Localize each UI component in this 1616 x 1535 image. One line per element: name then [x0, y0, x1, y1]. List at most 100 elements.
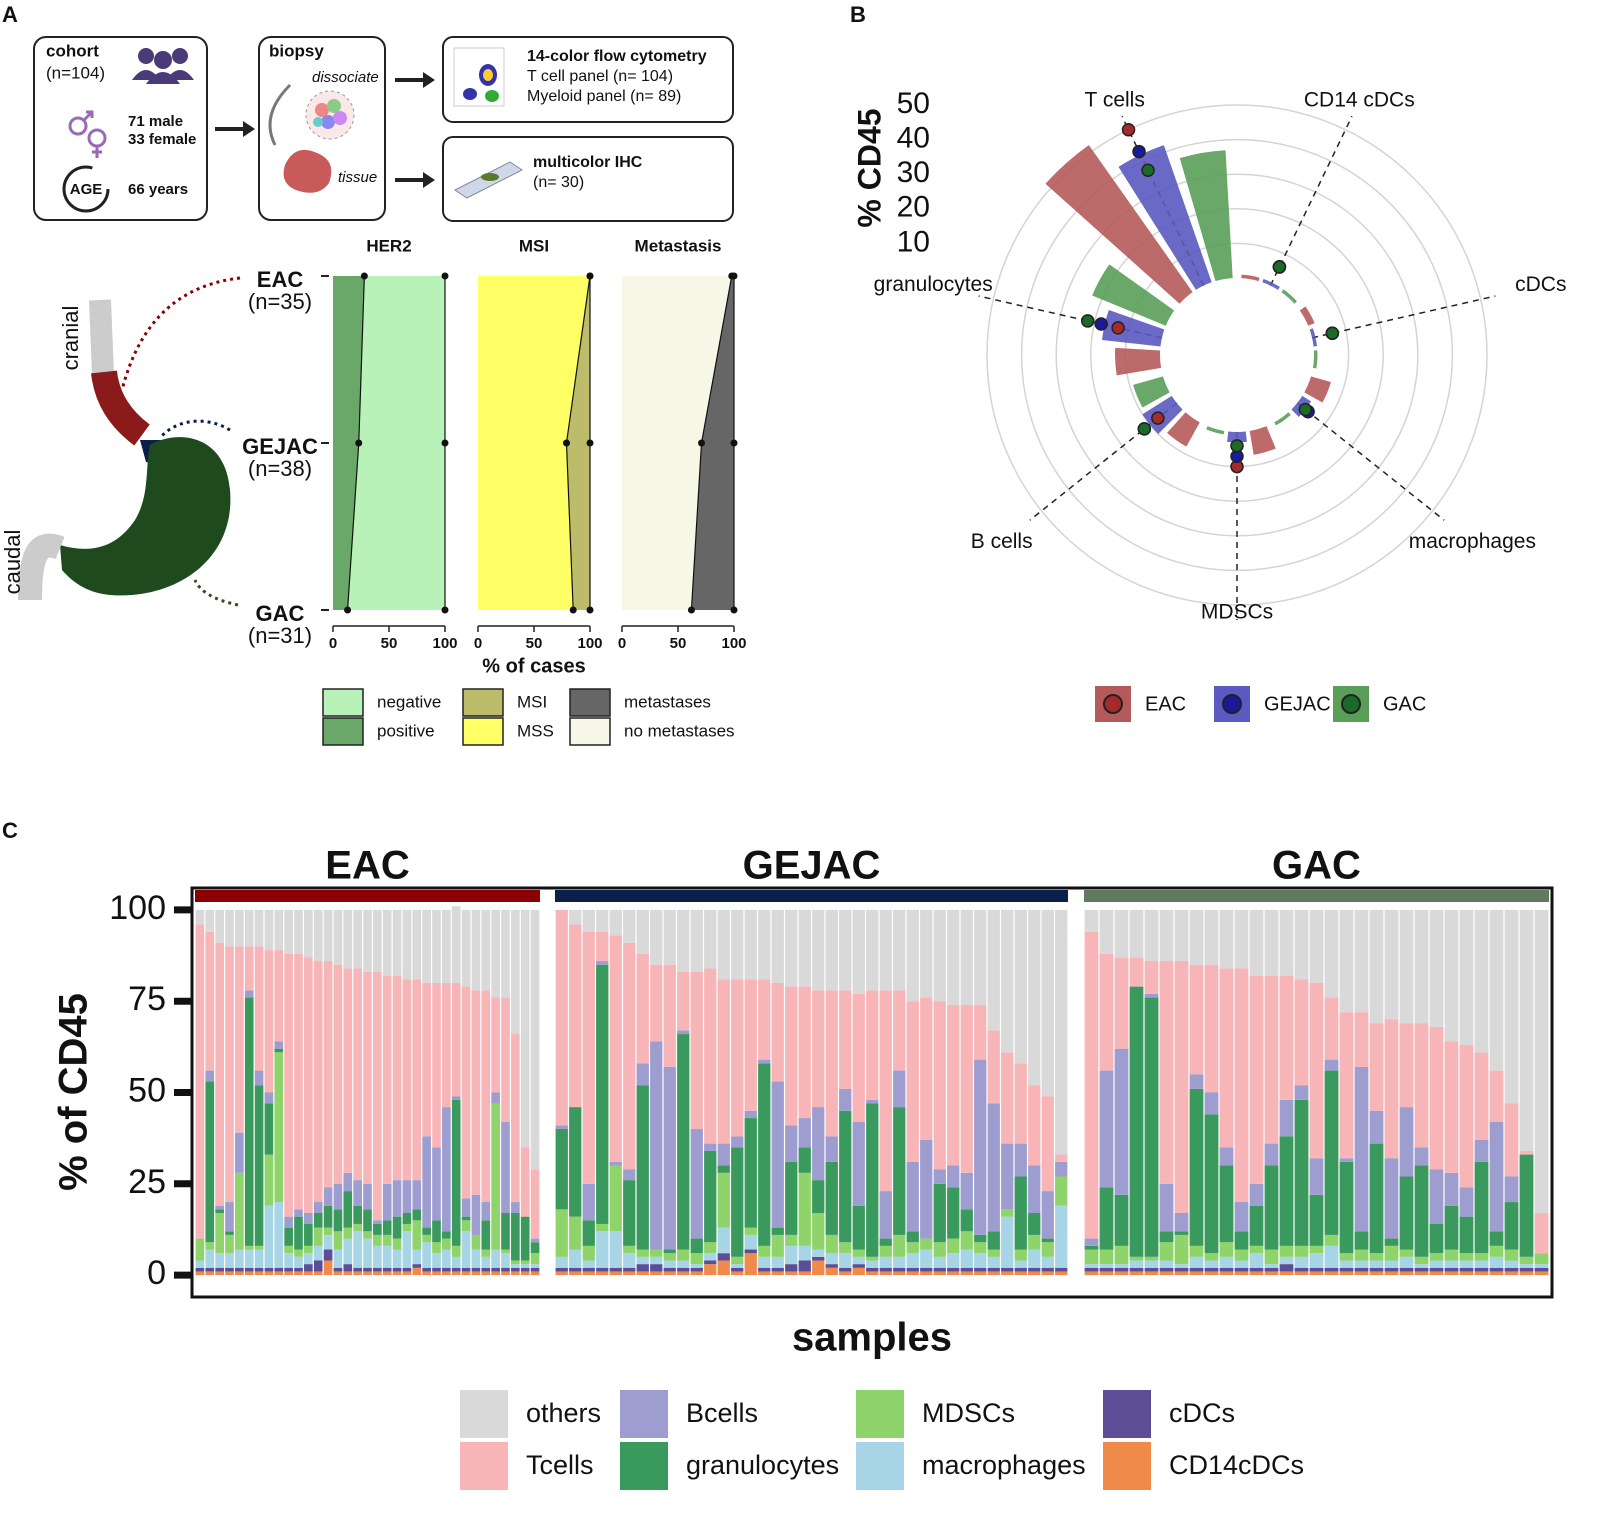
legend-label: no metastases	[624, 721, 735, 740]
bar-segment	[392, 975, 402, 1181]
cells	[313, 99, 347, 129]
legend-label: granulocytes	[686, 1450, 839, 1480]
bar-segment	[1114, 1048, 1129, 1195]
bar-segment	[744, 1234, 757, 1250]
bar-segment	[947, 1271, 960, 1276]
bar-segment	[451, 1256, 461, 1268]
bar-segment	[690, 1253, 703, 1265]
bar-segment	[731, 1267, 744, 1272]
point	[730, 272, 738, 280]
bar-segment	[363, 909, 372, 972]
point	[569, 606, 577, 614]
bar-segment	[623, 1180, 636, 1246]
legend-swatch	[620, 1442, 668, 1490]
bar-segment	[530, 1271, 540, 1276]
arrow	[423, 72, 435, 88]
bar-segment	[1369, 1143, 1384, 1254]
bar-segment	[422, 1267, 431, 1272]
bar-segment	[294, 1271, 303, 1276]
bar-segment	[690, 1129, 703, 1239]
radial-bar	[1262, 279, 1280, 290]
bar-segment	[313, 1227, 323, 1246]
legend-swatch	[569, 688, 611, 717]
bar-segment	[215, 1271, 224, 1276]
bar-segment	[323, 1227, 333, 1235]
legend-label: negative	[377, 692, 441, 711]
group-bar	[555, 890, 1068, 902]
bar-segment	[1324, 1070, 1339, 1235]
bar-segment	[215, 1213, 224, 1254]
bar-segment	[825, 1253, 838, 1265]
bar-segment	[1414, 1165, 1429, 1257]
bar-segment	[284, 1253, 293, 1268]
bar-segment	[582, 909, 595, 932]
bar-segment	[264, 1092, 274, 1104]
bar-segment	[235, 1132, 244, 1173]
legend-swatch	[460, 1390, 508, 1438]
bar-segment	[879, 1271, 892, 1276]
ihc-box	[442, 136, 734, 222]
bar-segment	[677, 1249, 690, 1261]
point	[1137, 422, 1152, 436]
bar-segment	[623, 1271, 636, 1276]
bar-segment	[798, 1245, 811, 1261]
flow-dots	[463, 64, 499, 102]
bar-segment	[225, 1231, 234, 1235]
bar-segment	[623, 942, 636, 1170]
bar-segment	[451, 1099, 461, 1246]
category-line	[978, 295, 1163, 339]
radial-bar	[1299, 306, 1315, 326]
bar-segment	[432, 1271, 441, 1276]
bar-segment	[1474, 1260, 1489, 1268]
bar-segment	[1014, 1249, 1027, 1261]
x-tick-label: 100	[432, 635, 457, 652]
bar-segment	[530, 1169, 540, 1239]
bar-segment	[920, 997, 933, 1140]
bar-segment	[1084, 1267, 1099, 1272]
bar-segment	[947, 909, 960, 1005]
radial-bar	[1249, 426, 1276, 455]
bar-segment	[596, 1271, 609, 1276]
bar-segment	[264, 909, 274, 951]
bar-segment	[1114, 1194, 1129, 1246]
bar-segment	[1249, 1205, 1264, 1246]
bar-segment	[1429, 1026, 1444, 1170]
bar-segment	[704, 1253, 717, 1261]
bar-segment	[313, 961, 323, 1203]
needle	[268, 83, 292, 146]
bar-segment	[392, 1180, 402, 1217]
bar-segment	[1534, 1271, 1549, 1276]
y-axis-title: % of CD45	[52, 993, 96, 1191]
bar-segment	[1384, 1267, 1399, 1272]
bar-segment	[1174, 1213, 1189, 1232]
bar-segment	[343, 1238, 353, 1265]
flow-title: 14-color flow cytometry	[527, 48, 707, 65]
bar-segment	[363, 971, 372, 1184]
bar-segment	[284, 1267, 293, 1272]
bar-segment	[1309, 1253, 1324, 1268]
bar-segment	[1324, 1234, 1339, 1246]
bar-segment	[785, 909, 798, 987]
bar-segment	[1279, 1271, 1294, 1276]
bar-segment	[1084, 1238, 1099, 1246]
bar-segment	[798, 1172, 811, 1246]
bar-segment	[987, 1231, 1000, 1250]
bar-segment	[1129, 986, 1144, 1257]
bar-segment	[987, 1030, 1000, 1104]
bar-segment	[1174, 1234, 1189, 1265]
radial-bar	[1304, 376, 1331, 403]
bar-segment	[304, 1271, 313, 1276]
category-line	[1029, 402, 1178, 521]
bar-segment	[1504, 1103, 1519, 1177]
bar-segment	[235, 1271, 244, 1276]
bar-segment	[1099, 1267, 1114, 1272]
arrow	[243, 121, 255, 137]
bar-segment	[582, 1183, 595, 1221]
bar-segment	[481, 990, 491, 1203]
bar-segment	[1279, 1099, 1294, 1137]
bar-segment	[1399, 1176, 1414, 1250]
bar-segment	[422, 1136, 431, 1228]
legend-label: MSS	[517, 721, 554, 740]
bar-segment	[1099, 953, 1114, 1071]
bar-segment	[866, 1099, 879, 1104]
